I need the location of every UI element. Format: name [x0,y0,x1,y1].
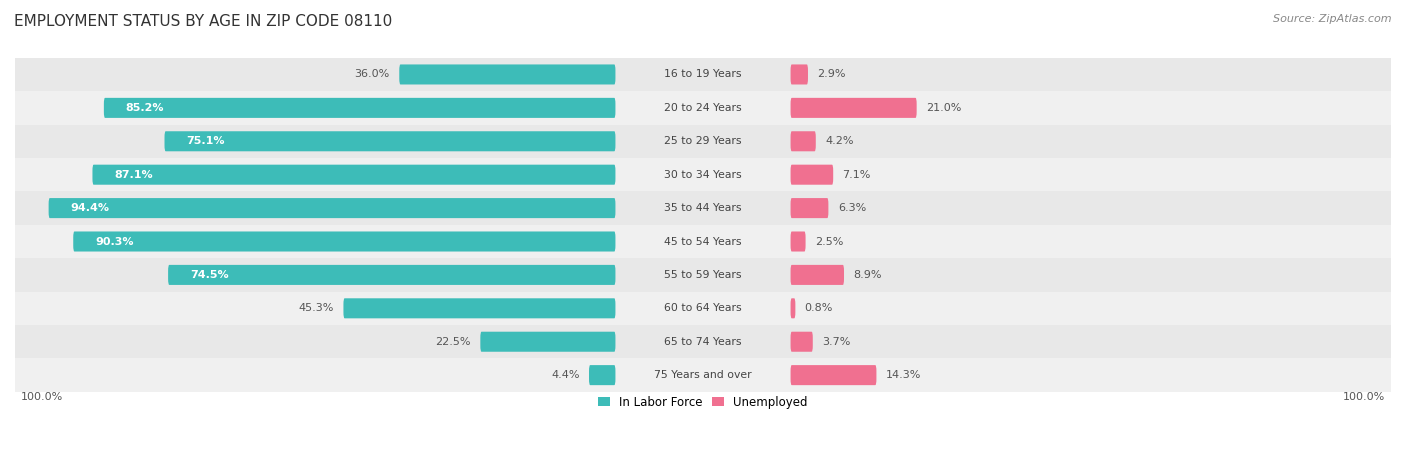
FancyBboxPatch shape [790,131,815,151]
FancyBboxPatch shape [104,98,616,118]
FancyBboxPatch shape [790,231,806,252]
Text: 6.3%: 6.3% [838,203,866,213]
FancyBboxPatch shape [790,98,917,118]
Text: 65 to 74 Years: 65 to 74 Years [664,337,742,347]
Text: 75 Years and over: 75 Years and over [654,370,752,380]
Text: 55 to 59 Years: 55 to 59 Years [664,270,742,280]
Text: 45.3%: 45.3% [298,304,335,313]
Text: 16 to 19 Years: 16 to 19 Years [664,69,742,79]
Text: 75.1%: 75.1% [187,136,225,146]
Legend: In Labor Force, Unemployed: In Labor Force, Unemployed [593,391,813,414]
Text: 4.2%: 4.2% [825,136,853,146]
Text: 8.9%: 8.9% [853,270,882,280]
Text: 0.8%: 0.8% [804,304,834,313]
Text: EMPLOYMENT STATUS BY AGE IN ZIP CODE 08110: EMPLOYMENT STATUS BY AGE IN ZIP CODE 081… [14,14,392,28]
Bar [15,124,1391,158]
Bar [15,359,1391,392]
Bar [15,191,1391,225]
Text: 30 to 34 Years: 30 to 34 Years [664,170,742,179]
FancyBboxPatch shape [93,165,616,185]
FancyBboxPatch shape [73,231,616,252]
Text: 85.2%: 85.2% [125,103,165,113]
FancyBboxPatch shape [343,298,616,318]
Text: 7.1%: 7.1% [842,170,870,179]
FancyBboxPatch shape [169,265,616,285]
Text: 87.1%: 87.1% [114,170,153,179]
Text: 100.0%: 100.0% [21,392,63,402]
Bar [15,225,1391,258]
Text: Source: ZipAtlas.com: Source: ZipAtlas.com [1274,14,1392,23]
Text: 94.4%: 94.4% [70,203,110,213]
Bar [15,292,1391,325]
Text: 60 to 64 Years: 60 to 64 Years [664,304,742,313]
Text: 2.9%: 2.9% [817,69,846,79]
Text: 100.0%: 100.0% [1343,392,1385,402]
Text: 20 to 24 Years: 20 to 24 Years [664,103,742,113]
FancyBboxPatch shape [790,198,828,218]
Bar [15,158,1391,191]
Bar [15,325,1391,359]
Text: 90.3%: 90.3% [96,236,134,247]
Text: 25 to 29 Years: 25 to 29 Years [664,136,742,146]
Text: 3.7%: 3.7% [823,337,851,347]
Text: 74.5%: 74.5% [190,270,229,280]
Text: 45 to 54 Years: 45 to 54 Years [664,236,742,247]
FancyBboxPatch shape [790,365,876,385]
FancyBboxPatch shape [589,365,616,385]
FancyBboxPatch shape [790,165,834,185]
Text: 2.5%: 2.5% [815,236,844,247]
Text: 36.0%: 36.0% [354,69,389,79]
FancyBboxPatch shape [49,198,616,218]
Text: 21.0%: 21.0% [927,103,962,113]
Bar [15,91,1391,124]
FancyBboxPatch shape [399,64,616,84]
FancyBboxPatch shape [790,331,813,352]
FancyBboxPatch shape [790,298,796,318]
FancyBboxPatch shape [481,331,616,352]
Text: 14.3%: 14.3% [886,370,921,380]
Bar [15,258,1391,292]
Text: 4.4%: 4.4% [551,370,579,380]
FancyBboxPatch shape [790,265,844,285]
Text: 22.5%: 22.5% [436,337,471,347]
FancyBboxPatch shape [790,64,808,84]
Text: 35 to 44 Years: 35 to 44 Years [664,203,742,213]
FancyBboxPatch shape [165,131,616,151]
Bar [15,58,1391,91]
